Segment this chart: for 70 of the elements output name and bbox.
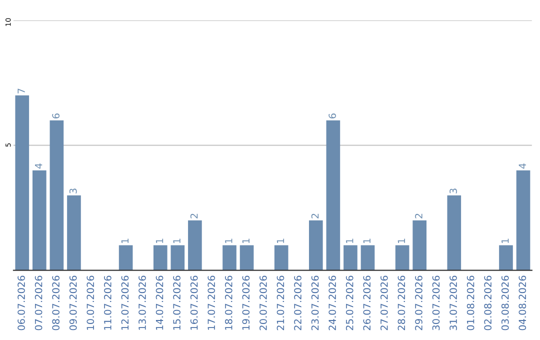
x-tick-label: 16.07.2026 — [190, 276, 198, 330]
x-tick-label: 11.07.2026 — [104, 276, 112, 330]
x-tick-label: 18.07.2026 — [224, 276, 232, 330]
x-tick-label: 29.07.2026 — [415, 276, 422, 330]
bar — [118, 245, 133, 270]
bar — [188, 220, 202, 270]
data-label: 1 — [346, 238, 354, 243]
bar — [153, 245, 168, 270]
data-label: 1 — [242, 238, 250, 243]
data-label: 6 — [328, 114, 336, 118]
bar — [308, 220, 323, 270]
x-tick-label: 07.07.2026 — [34, 276, 42, 330]
bar — [326, 120, 340, 270]
x-tick-label: 10.07.2026 — [86, 276, 94, 330]
x-tick-label: 31.07.2026 — [450, 276, 457, 330]
data-label: 1 — [225, 238, 232, 243]
bar — [15, 95, 30, 270]
x-tick-label: 23.07.2026 — [311, 276, 319, 330]
bar — [274, 245, 288, 270]
x-tick-label: 21.07.2026 — [276, 276, 284, 330]
bar — [170, 245, 185, 270]
x-tick-label: 28.07.2026 — [398, 276, 406, 330]
x-tick-label: 14.07.2026 — [156, 276, 164, 330]
x-tick-label: 22.07.2026 — [294, 276, 302, 330]
data-label: 1 — [502, 238, 509, 243]
x-tick-label: 12.07.2026 — [121, 276, 129, 330]
data-label: 4 — [35, 163, 42, 169]
x-tick-label: 04.08.2026 — [518, 276, 526, 330]
data-label: 1 — [276, 238, 284, 243]
bar — [50, 120, 64, 270]
x-tick-label: 20.07.2026 — [260, 276, 267, 330]
x-tick-label: 30.07.2026 — [432, 276, 440, 330]
x-tick-label: 01.08.2026 — [466, 276, 474, 330]
x-tick-label: 06.07.2026 — [18, 276, 25, 330]
bar — [240, 245, 254, 270]
bar — [395, 245, 410, 270]
data-label: 2 — [415, 214, 422, 218]
bar — [447, 195, 462, 270]
data-label: 2 — [190, 214, 198, 218]
x-tick-label: 15.07.2026 — [173, 276, 180, 330]
x-tick-label: 27.07.2026 — [380, 276, 388, 330]
bar — [344, 245, 358, 270]
x-tick-label: 24.07.2026 — [328, 276, 336, 330]
bar — [499, 245, 513, 270]
bar — [412, 220, 426, 270]
data-label: 1 — [173, 238, 180, 243]
data-label: 1 — [398, 238, 405, 243]
x-tick-label: 17.07.2026 — [208, 276, 216, 330]
x-tick-label: 13.07.2026 — [138, 276, 146, 330]
x-tick-label: 03.08.2026 — [501, 276, 509, 330]
data-label: 4 — [518, 163, 526, 169]
x-tick-label: 25.07.2026 — [346, 276, 354, 330]
bar — [516, 170, 530, 270]
data-label: 2 — [311, 214, 319, 218]
x-tick-label: 19.07.2026 — [242, 276, 250, 330]
data-label: 3 — [69, 188, 77, 194]
bar — [67, 195, 81, 270]
x-tick-label: 09.07.2026 — [69, 276, 77, 330]
bar — [222, 245, 236, 270]
bar — [32, 170, 46, 270]
x-tick-label: 08.07.2026 — [52, 276, 60, 330]
data-label: 3 — [450, 188, 457, 194]
x-tick-label: 02.08.2026 — [484, 276, 492, 330]
x-tick-label: 26.07.2026 — [363, 276, 371, 330]
data-label: 6 — [52, 114, 60, 118]
bar — [360, 245, 375, 270]
data-label: 1 — [121, 238, 129, 243]
data-label: 7 — [18, 88, 25, 94]
data-label: 1 — [156, 238, 164, 243]
data-label: 1 — [363, 238, 370, 243]
